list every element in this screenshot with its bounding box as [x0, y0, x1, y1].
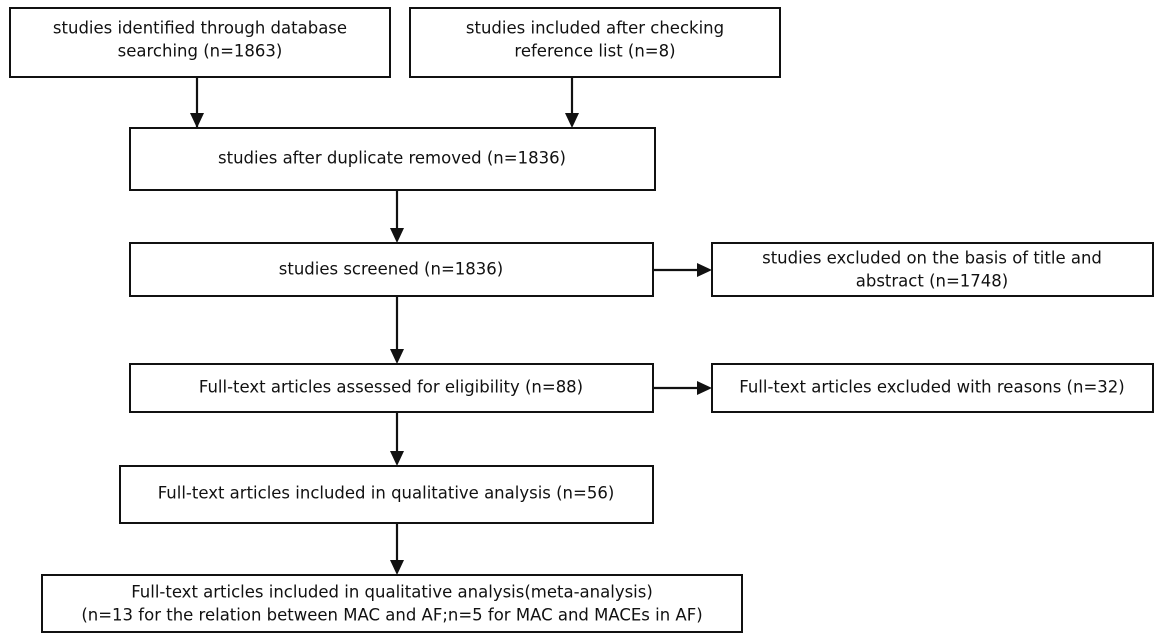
box-text: studies excluded on the basis of title a… [762, 249, 1102, 268]
box-text: Full-text articles excluded with reasons… [739, 378, 1124, 397]
box: Full-text articles excluded with reasons… [711, 363, 1154, 413]
box: studies screened (n=1836) [129, 242, 654, 297]
arrowhead [697, 381, 712, 395]
arrowhead [390, 349, 404, 364]
box: studies identified through database sear… [9, 7, 391, 78]
box: studies after duplicate removed (n=1836) [129, 127, 656, 191]
box-frame [129, 242, 654, 297]
box-text: searching (n=1863) [118, 42, 283, 61]
box-text: (n=13 for the relation between MAC and A… [81, 606, 702, 625]
box-frame [41, 574, 743, 633]
arrows [190, 77, 712, 575]
box: studies excluded on the basis of title a… [711, 242, 1154, 297]
box: Full-text articles assessed for eligibil… [129, 363, 654, 413]
box-frame [129, 127, 656, 191]
box-text: reference list (n=8) [514, 42, 675, 61]
box-text: studies after duplicate removed (n=1836) [218, 149, 566, 168]
box: studies included after checking referenc… [409, 7, 781, 78]
box-text: Full-text articles included in qualitati… [131, 583, 653, 602]
box-frame [129, 363, 654, 413]
box-text: Full-text articles included in qualitati… [158, 484, 615, 503]
arrowhead [390, 451, 404, 466]
arrowhead [565, 113, 579, 128]
box-frame [711, 363, 1154, 413]
box-text: Full-text articles assessed for eligibil… [199, 378, 583, 397]
box-text: studies included after checking [466, 19, 724, 38]
box-frame [9, 7, 391, 78]
arrowhead [390, 228, 404, 243]
box: Full-text articles included in qualitati… [41, 574, 743, 633]
box-text: abstract (n=1748) [856, 272, 1008, 291]
arrowhead [390, 560, 404, 575]
box: Full-text articles included in qualitati… [119, 465, 654, 524]
box-text: studies identified through database [53, 19, 347, 38]
arrowhead [190, 113, 204, 128]
box-frame [409, 7, 781, 78]
arrowhead [697, 263, 712, 277]
box-frame [711, 242, 1154, 297]
box-frame [119, 465, 654, 524]
box-text: studies screened (n=1836) [279, 260, 503, 279]
